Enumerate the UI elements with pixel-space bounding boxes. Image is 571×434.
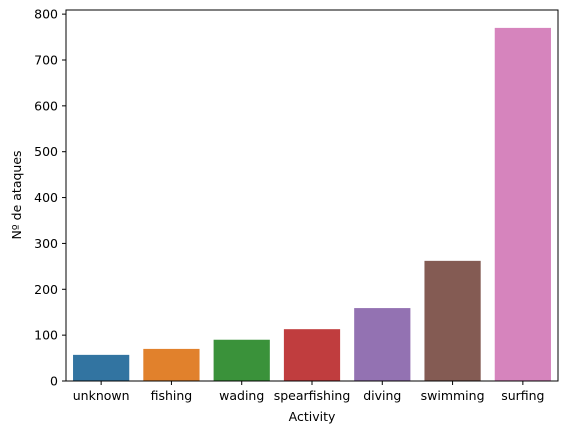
- x-axis-label: Activity: [289, 409, 336, 424]
- x-tick-label: spearfishing: [274, 388, 351, 403]
- x-tick-label: wading: [219, 388, 264, 403]
- plot-frame: [65, 9, 559, 382]
- y-tick-label: 100: [34, 328, 58, 343]
- y-tick-label: 300: [34, 236, 58, 251]
- y-tick-label: 200: [34, 282, 58, 297]
- y-tick-label: 800: [34, 7, 58, 22]
- y-axis-label: Nº de ataques: [9, 150, 24, 239]
- bar-fishing: [143, 348, 200, 381]
- x-tick-label: swimming: [421, 388, 485, 403]
- x-tick-label: surfing: [501, 388, 544, 403]
- x-tick-label: unknown: [73, 388, 130, 403]
- y-tick-label: 500: [34, 144, 58, 159]
- bars-group: [73, 27, 551, 381]
- bar-unknown: [73, 354, 130, 381]
- y-tick-label: 600: [34, 98, 58, 113]
- bar-surfing: [494, 27, 551, 381]
- x-axis-ticks: unknown fishing wading spearfishing diving sw…: [73, 381, 545, 403]
- bar-spearfishing: [283, 329, 341, 381]
- x-tick-label: diving: [363, 388, 401, 403]
- y-tick-label: 0: [50, 374, 58, 389]
- bar-wading: [213, 339, 270, 381]
- y-tick-label: 700: [34, 52, 58, 67]
- bar-swimming: [424, 260, 481, 381]
- bar-diving: [354, 308, 411, 381]
- y-tick-label: 400: [34, 190, 58, 205]
- y-axis-ticks: 0 100 200 300 400 500 600 700 800: [34, 7, 66, 389]
- x-tick-label: fishing: [151, 388, 193, 403]
